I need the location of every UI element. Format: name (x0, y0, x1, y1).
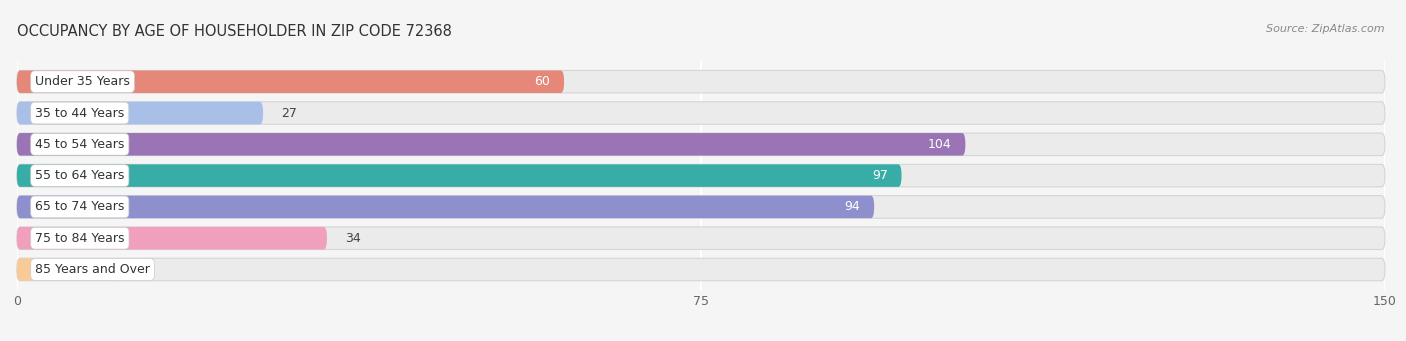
FancyBboxPatch shape (17, 102, 263, 124)
Text: 35 to 44 Years: 35 to 44 Years (35, 106, 124, 119)
FancyBboxPatch shape (17, 164, 1385, 187)
Text: 97: 97 (872, 169, 887, 182)
FancyBboxPatch shape (17, 227, 1385, 250)
FancyBboxPatch shape (17, 102, 1385, 124)
Text: 27: 27 (281, 106, 297, 119)
Text: 45 to 54 Years: 45 to 54 Years (35, 138, 125, 151)
FancyBboxPatch shape (17, 196, 875, 218)
Text: Source: ZipAtlas.com: Source: ZipAtlas.com (1267, 24, 1385, 34)
FancyBboxPatch shape (17, 133, 1385, 155)
FancyBboxPatch shape (17, 227, 328, 250)
Text: 34: 34 (346, 232, 361, 245)
FancyBboxPatch shape (17, 258, 1385, 281)
FancyBboxPatch shape (17, 133, 966, 155)
Text: 75 to 84 Years: 75 to 84 Years (35, 232, 125, 245)
Text: OCCUPANCY BY AGE OF HOUSEHOLDER IN ZIP CODE 72368: OCCUPANCY BY AGE OF HOUSEHOLDER IN ZIP C… (17, 24, 451, 39)
Text: 55 to 64 Years: 55 to 64 Years (35, 169, 125, 182)
Text: 104: 104 (928, 138, 952, 151)
Text: Under 35 Years: Under 35 Years (35, 75, 129, 88)
FancyBboxPatch shape (17, 258, 117, 281)
Text: 94: 94 (845, 201, 860, 213)
FancyBboxPatch shape (17, 164, 901, 187)
Text: 65 to 74 Years: 65 to 74 Years (35, 201, 125, 213)
Text: 11: 11 (135, 263, 152, 276)
Text: 60: 60 (534, 75, 550, 88)
FancyBboxPatch shape (17, 71, 1385, 93)
Text: 85 Years and Over: 85 Years and Over (35, 263, 150, 276)
FancyBboxPatch shape (17, 196, 1385, 218)
FancyBboxPatch shape (17, 71, 564, 93)
